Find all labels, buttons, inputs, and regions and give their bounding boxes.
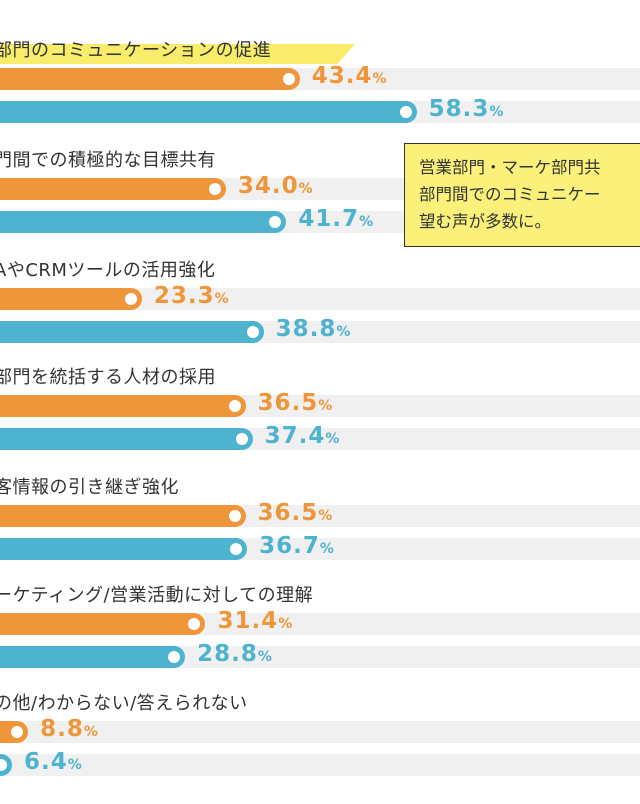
- data-label-value: 43.4: [311, 63, 373, 89]
- category-label: AやCRMツールの活用強化: [0, 260, 216, 281]
- bar-end-marker: [279, 70, 298, 88]
- data-label: 43.4%: [312, 63, 388, 89]
- data-label-unit: %: [298, 181, 314, 197]
- bar-end-marker: [232, 430, 251, 448]
- data-label: 36.7%: [259, 533, 335, 559]
- data-label-unit: %: [319, 541, 335, 557]
- bar-end-marker: [8, 723, 27, 741]
- data-label: 38.8%: [276, 316, 352, 342]
- bar-series-orange: [0, 505, 246, 527]
- bar-series-blue: [0, 101, 417, 123]
- data-label-value: 36.5: [257, 500, 319, 526]
- bar-end-marker: [225, 507, 244, 525]
- category-group: AやCRMツールの活用強化 23.3% 38.8%: [0, 258, 640, 366]
- data-label-unit: %: [318, 508, 334, 524]
- data-label-unit: %: [336, 324, 352, 340]
- bar-series-blue: [0, 428, 253, 450]
- category-group: 客情報の引き継ぎ強化 36.5% 36.7%: [0, 475, 640, 583]
- data-label-value: 31.4: [217, 608, 279, 634]
- data-label: 36.5%: [258, 500, 334, 526]
- label-highlight: [0, 44, 355, 64]
- annotation-line: 望む声が多数に。: [419, 212, 551, 231]
- bar-track: [0, 721, 640, 743]
- data-label-value: 34.0: [237, 173, 299, 199]
- category-label: 門間での積極的な目標共有: [0, 150, 216, 171]
- bar-series-orange: [0, 613, 206, 635]
- bar-series-orange: [0, 68, 300, 90]
- category-group: 部門のコミュニケーションの促進 43.4% 58.3%: [0, 38, 640, 146]
- data-label: 28.8%: [197, 641, 273, 667]
- bar-end-marker: [165, 648, 184, 666]
- category-label: 客情報の引き継ぎ強化: [0, 477, 179, 498]
- category-group: の他/わからない/答えられない 8.8% 6.4%: [0, 691, 640, 799]
- annotation-line: 部門間でのコミュニケー: [419, 185, 601, 204]
- bar-series-orange: [0, 395, 246, 417]
- category-group: ーケティング/営業活動に対しての理解 31.4% 28.8%: [0, 583, 640, 691]
- data-label-value: 38.8: [275, 316, 337, 342]
- bar-end-marker: [227, 540, 246, 558]
- bar-end-marker: [205, 180, 224, 198]
- bar-series-blue: [0, 538, 248, 560]
- data-label: 37.4%: [265, 423, 341, 449]
- data-label-value: 41.7: [298, 206, 360, 232]
- data-label: 34.0%: [238, 173, 314, 199]
- data-label: 36.5%: [258, 390, 334, 416]
- category-group: 部門を統括する人材の採用 36.5% 37.4%: [0, 365, 640, 473]
- bar-series-orange: [0, 288, 142, 310]
- data-label-value: 58.3: [428, 96, 490, 122]
- bar-end-marker: [266, 213, 285, 231]
- data-label-unit: %: [325, 431, 341, 447]
- data-label-unit: %: [83, 724, 99, 740]
- annotation-box: 営業部門・マーケ部門共 部門間でのコミュニケー 望む声が多数に。: [404, 143, 640, 247]
- bar-series-blue: [0, 646, 186, 668]
- bar-end-marker: [0, 756, 10, 774]
- bar-end-marker: [121, 290, 140, 308]
- data-label: 41.7%: [298, 206, 374, 232]
- data-label-value: 36.7: [259, 533, 320, 559]
- bar-end-marker: [396, 103, 415, 121]
- category-label: 部門を統括する人材の採用: [0, 367, 216, 388]
- bar-track: [0, 288, 640, 310]
- data-label: 6.4%: [24, 749, 83, 775]
- data-label-value: 6.4: [24, 749, 68, 775]
- data-label: 8.8%: [40, 716, 99, 742]
- data-label-unit: %: [67, 757, 83, 773]
- annotation-line: 営業部門・マーケ部門共: [419, 158, 601, 177]
- data-label-value: 36.5: [257, 390, 319, 416]
- category-label: ーケティング/営業活動に対しての理解: [0, 585, 314, 606]
- bar-series-blue: [0, 211, 287, 233]
- data-label-value: 28.8: [197, 641, 258, 667]
- data-label-value: 37.4: [264, 423, 326, 449]
- data-label-value: 8.8: [40, 716, 84, 742]
- bar-series-blue: [0, 321, 264, 343]
- bar-end-marker: [185, 615, 204, 633]
- category-label: 部門のコミュニケーションの促進: [0, 40, 272, 61]
- bar-end-marker: [243, 323, 262, 341]
- data-label-unit: %: [372, 71, 388, 87]
- bar-end-marker: [225, 397, 244, 415]
- data-label-unit: %: [214, 291, 230, 307]
- data-label: 31.4%: [217, 608, 293, 634]
- data-label-unit: %: [359, 214, 375, 230]
- bar-track: [0, 754, 640, 776]
- data-label-unit: %: [257, 649, 273, 665]
- data-label-unit: %: [318, 398, 334, 414]
- data-label: 23.3%: [154, 283, 230, 309]
- data-label-unit: %: [489, 104, 505, 120]
- data-label: 58.3%: [429, 96, 505, 122]
- data-label-unit: %: [278, 616, 294, 632]
- bar-series-orange: [0, 178, 226, 200]
- data-label-value: 23.3: [153, 283, 215, 309]
- category-label: の他/わからない/答えられない: [0, 693, 248, 714]
